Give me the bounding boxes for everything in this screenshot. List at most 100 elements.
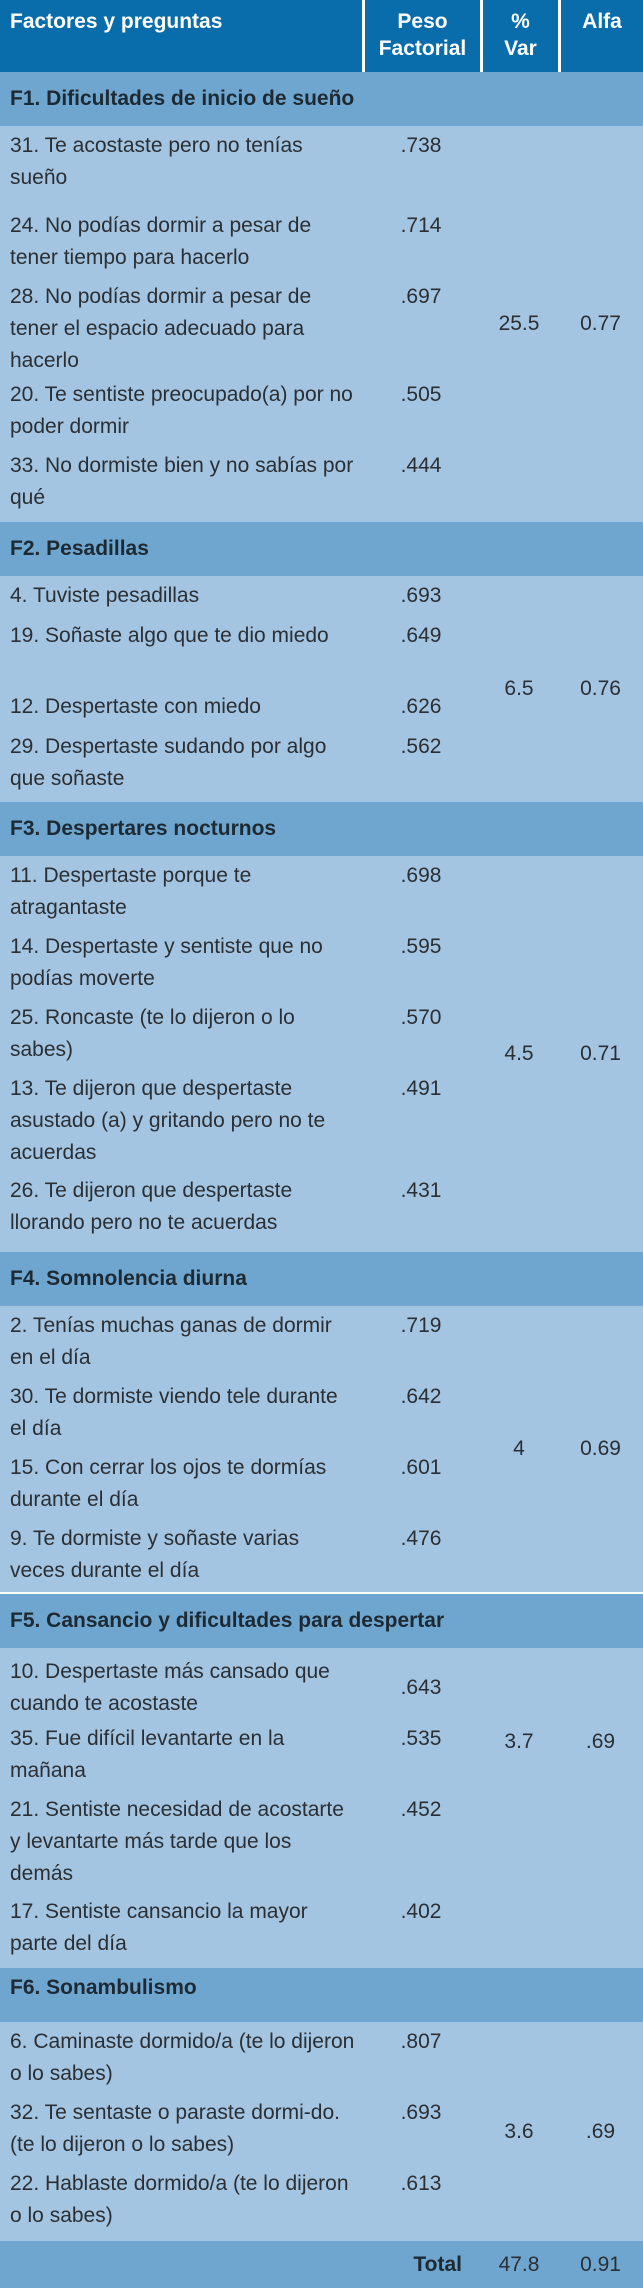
alpha-value: 0.71 — [580, 1042, 621, 1065]
question-text: 20. Te sentiste preocupado(a) por no pod… — [10, 383, 353, 438]
factor-stats: 4 0.69 — [480, 1306, 643, 1592]
factor-group-f1: 31. Te acostaste pero no tenías sueño .7… — [0, 126, 643, 522]
factor-stats: 4.5 0.71 — [480, 856, 643, 1252]
row-divider — [0, 1592, 643, 1594]
factor-weight: .444 — [400, 454, 442, 477]
question-text: 29. Despertaste sudando por algo que soñ… — [10, 735, 327, 790]
question-text: 9. Te dormiste y soñaste varias veces du… — [10, 1527, 300, 1582]
header-factor-weight: Peso Factorial — [362, 0, 480, 72]
factor-weight: .491 — [400, 1077, 442, 1100]
factor-weight: .476 — [400, 1527, 442, 1550]
percent-var: 3.6 — [504, 2119, 534, 2143]
factor-weight: .714 — [400, 214, 442, 237]
factor-header-f4: F4. Somnolencia diurna — [0, 1252, 643, 1306]
question-text: 17. Sentiste cansancio la mayor parte de… — [10, 1900, 308, 1955]
factor-weight: .807 — [400, 2030, 442, 2053]
header-weight-line1: Peso — [397, 10, 448, 33]
total-label: Total — [413, 2252, 462, 2276]
table-row: 19. Soñaste algo que te dio miedo .649 — [0, 620, 643, 691]
factor-weight: .698 — [400, 864, 442, 887]
table-row: 6. Caminaste dormido/a (te lo dijeron o … — [0, 2026, 643, 2097]
question-text: 10. Despertaste más cansado que cuando t… — [10, 1659, 330, 1715]
question-text: 15. Con cerrar los ojos te dormías duran… — [10, 1456, 327, 1511]
factor-weight: .697 — [400, 285, 442, 308]
alpha-value: .69 — [585, 2119, 616, 2143]
factor-weight: .626 — [400, 695, 442, 718]
question-text: 4. Tuviste pesadillas — [10, 584, 200, 607]
percent-var: 4.5 — [504, 1042, 534, 1065]
question-text: 24. No podías dormir a pesar de tener ti… — [10, 214, 312, 269]
table-row: 33. No dormiste bien y no sabías por qué… — [0, 450, 643, 518]
factor-weight: .738 — [400, 134, 442, 157]
factor-weight: .402 — [400, 1900, 442, 1923]
factor-weight: .595 — [400, 935, 442, 958]
table-row: 26. Te dijeron que despertaste llorando … — [0, 1175, 643, 1243]
table-row: 31. Te acostaste pero no tenías sueño .7… — [0, 130, 643, 210]
table-row: 2. Tenías muchas ganas de dormir en el d… — [0, 1310, 643, 1381]
header-percent-var: % Var — [480, 0, 558, 72]
alpha-value: .69 — [585, 1730, 616, 1753]
table-row: 14. Despertaste y sentiste que no podías… — [0, 931, 643, 1002]
factor-weight: .431 — [400, 1179, 442, 1202]
question-text: 25. Roncaste (te lo dijeron o lo sabes) — [10, 1006, 295, 1061]
factor-group-f5: 10. Despertaste más cansado que cuando t… — [0, 1648, 643, 1968]
factor-group-f6: 6. Caminaste dormido/a (te lo dijeron o … — [0, 2022, 643, 2241]
factor-stats: 3.6 .69 — [480, 2022, 643, 2241]
percent-var: 4 — [513, 1437, 525, 1460]
table-row: 10. Despertaste más cansado que cuando t… — [0, 1652, 643, 1723]
total-row: Total 47.8 0.91 — [0, 2241, 643, 2288]
table-row: 21. Sentiste necesidad de acostarte y le… — [0, 1794, 643, 1896]
table-row: 9. Te dormiste y soñaste varias veces du… — [0, 1523, 643, 1589]
factor-weight: .601 — [400, 1456, 442, 1479]
header-weight-line2: Factorial — [378, 37, 467, 60]
factor-stats: 3.7 .69 — [480, 1648, 643, 1968]
table-header: Factores y preguntas Peso Factorial % Va… — [0, 0, 643, 72]
table-row: 15. Con cerrar los ojos te dormías duran… — [0, 1452, 643, 1523]
table-row: 11. Despertaste porque te atragantaste .… — [0, 860, 643, 931]
factor-weight: .452 — [400, 1798, 442, 1821]
table-row: 4. Tuviste pesadillas .693 — [0, 580, 643, 620]
table-row: 22. Hablaste dormido/a (te lo dijeron o … — [0, 2168, 643, 2238]
factor-weight: .505 — [400, 383, 442, 406]
total-percent-var: 47.8 — [498, 2252, 540, 2276]
table-row: 29. Despertaste sudando por algo que soñ… — [0, 731, 643, 799]
factor-weight: .643 — [400, 1675, 442, 1699]
question-text: 11. Despertaste porque te atragantaste — [10, 864, 252, 919]
table-row: 28. No podías dormir a pesar de tener el… — [0, 281, 643, 379]
factor-weight: .642 — [400, 1385, 442, 1408]
total-alpha: 0.91 — [580, 2252, 621, 2276]
factor-header-f5: F5. Cansancio y dificultades para desper… — [0, 1594, 643, 1648]
factor-weight: .570 — [400, 1006, 442, 1029]
factor-weight: .649 — [400, 624, 442, 647]
table-row: 35. Fue difícil levantarte en la mañana … — [0, 1723, 643, 1794]
factor-group-f4: 2. Tenías muchas ganas de dormir en el d… — [0, 1306, 643, 1592]
factor-stats: 25.5 0.77 — [480, 126, 643, 522]
factor-header-f6: F6. Sonambulismo — [0, 1968, 643, 2022]
table-row: 13. Te dijeron que despertaste asustado … — [0, 1073, 643, 1175]
table-row: 32. Te sentaste o paraste dormi-do. (te … — [0, 2097, 643, 2168]
header-alpha: Alfa — [558, 0, 643, 72]
question-text: 22. Hablaste dormido/a (te lo dijeron o … — [10, 2172, 349, 2227]
factor-header-f2: F2. Pesadillas — [0, 522, 643, 576]
percent-var: 3.7 — [504, 1730, 534, 1753]
table-row: 25. Roncaste (te lo dijeron o lo sabes) … — [0, 1002, 643, 1073]
question-text: 35. Fue difícil levantarte en la mañana — [10, 1727, 285, 1782]
header-var-line1: % — [511, 10, 530, 33]
factor-weight: .535 — [400, 1727, 442, 1750]
alpha-value: 0.76 — [580, 677, 621, 700]
factor-header-f3: F3. Despertares nocturnos — [0, 802, 643, 856]
table-row: 20. Te sentiste preocupado(a) por no pod… — [0, 379, 643, 450]
question-text: 6. Caminaste dormido/a (te lo dijeron o … — [10, 2030, 355, 2085]
question-text: 12. Despertaste con miedo — [10, 695, 261, 718]
factor-header-f1: F1. Dificultades de inicio de sueño — [0, 72, 643, 126]
question-text: 14. Despertaste y sentiste que no podías… — [10, 935, 323, 990]
question-text: 13. Te dijeron que despertaste asustado … — [10, 1077, 326, 1164]
factor-stats: 6.5 0.76 — [480, 576, 643, 802]
question-text: 2. Tenías muchas ganas de dormir en el d… — [10, 1314, 332, 1369]
question-text: 28. No podías dormir a pesar de tener el… — [10, 285, 312, 372]
table-row: 12. Despertaste con miedo .626 — [0, 691, 643, 731]
factor-weight: .613 — [400, 2172, 442, 2195]
question-text: 19. Soñaste algo que te dio miedo — [10, 624, 329, 647]
table-row: 17. Sentiste cansancio la mayor parte de… — [0, 1896, 643, 1964]
